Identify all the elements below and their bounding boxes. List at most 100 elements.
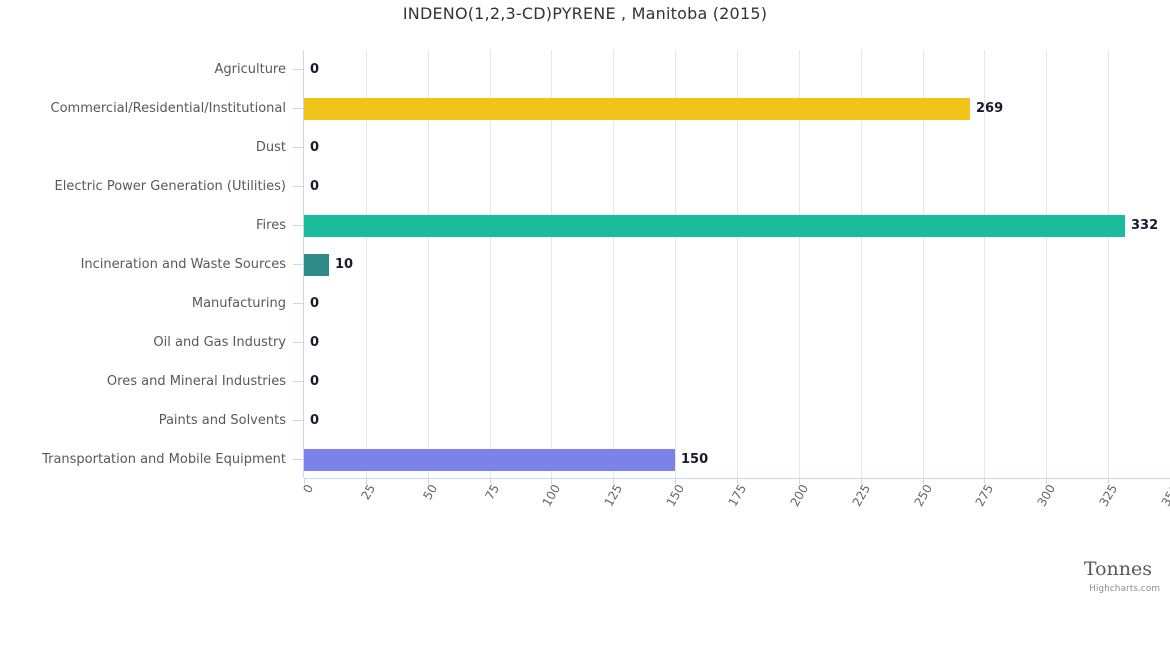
x-axis-tick <box>799 478 800 484</box>
x-axis-tick <box>1108 478 1109 484</box>
x-axis-tick-label: 0 <box>204 482 316 662</box>
x-axis-tick-label: 125 <box>513 482 626 662</box>
bar-row: Dust 0 <box>0 128 1170 167</box>
x-axis-tick-label-text: 300 <box>1034 482 1059 509</box>
y-axis-tick <box>293 420 303 421</box>
y-axis-tick <box>293 147 303 148</box>
bar-value-label: 0 <box>310 374 320 389</box>
x-axis-tick-label: 175 <box>637 482 750 662</box>
bar[interactable] <box>304 449 675 471</box>
x-axis-tick-label-text: 125 <box>601 482 626 509</box>
y-axis-tick <box>293 303 303 304</box>
x-axis-tick-label-text: 150 <box>663 482 688 509</box>
gridline <box>428 50 429 478</box>
x-axis-tick <box>551 478 552 484</box>
gridline <box>675 50 676 478</box>
gridline <box>551 50 552 478</box>
x-axis-tick <box>737 478 738 484</box>
x-axis-tick-label: 200 <box>699 482 812 662</box>
bar-row: Incineration and Waste Sources 10 <box>0 245 1170 284</box>
bar-row: Electric Power Generation (Utilities) 0 <box>0 167 1170 206</box>
x-axis-tick-label-text: 25 <box>358 482 379 503</box>
x-axis-tick-label-text: 175 <box>725 482 750 509</box>
category-label[interactable]: Manufacturing <box>191 296 286 311</box>
x-axis-tick <box>304 478 305 484</box>
category-label[interactable]: Incineration and Waste Sources <box>80 257 286 272</box>
chart-title: INDENO(1,2,3-CD)PYRENE , Manitoba (2015) <box>402 4 768 23</box>
bar-value-label: 150 <box>681 452 709 467</box>
bar[interactable] <box>304 254 329 276</box>
x-axis-tick-label-text: 350 <box>1158 482 1170 509</box>
credits-label: Highcharts.com <box>1089 584 1160 594</box>
x-axis-title: Tonnes <box>1083 558 1152 580</box>
x-axis-tick <box>675 478 676 484</box>
gridline <box>984 50 985 478</box>
x-axis-tick <box>984 478 985 484</box>
x-axis-tick-label-text: 75 <box>482 482 503 503</box>
category-label[interactable]: Ores and Mineral Industries <box>106 374 286 389</box>
bar-row: Transportation and Mobile Equipment 150 <box>0 440 1170 479</box>
gridline <box>1046 50 1047 478</box>
category-label[interactable]: Fires <box>256 218 286 233</box>
category-label[interactable]: Transportation and Mobile Equipment <box>42 452 286 467</box>
x-axis-tick <box>490 478 491 484</box>
gridline <box>737 50 738 478</box>
x-axis-tick-label-text: 50 <box>420 482 441 503</box>
category-label[interactable]: Commercial/Residential/Institutional <box>50 101 287 116</box>
y-axis-line <box>303 50 304 478</box>
x-axis-tick-label-text: 225 <box>849 482 874 509</box>
bar[interactable] <box>304 98 970 120</box>
category-label[interactable]: Electric Power Generation (Utilities) <box>54 179 286 194</box>
plot-gridlines <box>304 50 1170 478</box>
category-label[interactable]: Agriculture <box>214 62 287 77</box>
y-axis-tick <box>293 381 303 382</box>
bar-value-label: 10 <box>335 257 354 272</box>
x-axis-tick-label: 100 <box>451 482 564 662</box>
category-label[interactable]: Oil and Gas Industry <box>153 335 286 350</box>
x-axis-tick-label-text: 325 <box>1096 482 1121 509</box>
y-axis-tick <box>293 69 303 70</box>
bar[interactable] <box>304 215 1125 237</box>
bar-row: Fires 332 <box>0 206 1170 245</box>
bar-row: Manufacturing 0 <box>0 284 1170 323</box>
bar-value-label: 0 <box>310 62 320 77</box>
gridline <box>613 50 614 478</box>
bar-value-label: 0 <box>310 140 320 155</box>
chart-container: INDENO(1,2,3-CD)PYRENE , Manitoba (2015)… <box>0 4 1170 594</box>
x-axis-tick-label-text: 0 <box>300 482 317 496</box>
x-axis-tick-label: 225 <box>761 482 874 662</box>
bar-value-label: 269 <box>976 101 1004 116</box>
x-axis-tick-label: 75 <box>390 482 502 662</box>
bar-row: Agriculture 0 <box>0 50 1170 89</box>
bar-value-label: 0 <box>310 179 320 194</box>
gridline <box>366 50 367 478</box>
x-axis-tick-label-text: 200 <box>787 482 812 509</box>
category-label[interactable]: Dust <box>255 140 286 155</box>
bar-value-label: 0 <box>310 335 320 350</box>
x-axis-tick-label: 275 <box>884 482 997 662</box>
x-axis-tick-label-text: 100 <box>539 482 564 509</box>
x-axis-tick <box>923 478 924 484</box>
x-axis-tick <box>613 478 614 484</box>
category-label[interactable]: Paints and Solvents <box>158 413 286 428</box>
x-axis-tick-label: 300 <box>946 482 1059 662</box>
x-axis-tick-label-text: 250 <box>911 482 936 509</box>
bar-row: Commercial/Residential/Institutional 269 <box>0 89 1170 128</box>
x-axis-tick <box>861 478 862 484</box>
x-axis-tick <box>366 478 367 484</box>
bar-row: Oil and Gas Industry 0 <box>0 323 1170 362</box>
gridline <box>923 50 924 478</box>
y-axis-tick <box>293 108 303 109</box>
bar-value-label: 0 <box>310 413 320 428</box>
bar-value-label: 332 <box>1131 218 1159 233</box>
x-axis-tick-label: 150 <box>575 482 688 662</box>
x-axis-tick-label: 25 <box>266 482 378 662</box>
bar-value-label: 0 <box>310 296 320 311</box>
x-axis-tick <box>428 478 429 484</box>
y-axis-tick <box>293 459 303 460</box>
gridline <box>861 50 862 478</box>
y-axis-tick <box>293 264 303 265</box>
x-axis-tick <box>1046 478 1047 484</box>
bar-row: Paints and Solvents 0 <box>0 401 1170 440</box>
x-axis-tick-label: 250 <box>823 482 936 662</box>
